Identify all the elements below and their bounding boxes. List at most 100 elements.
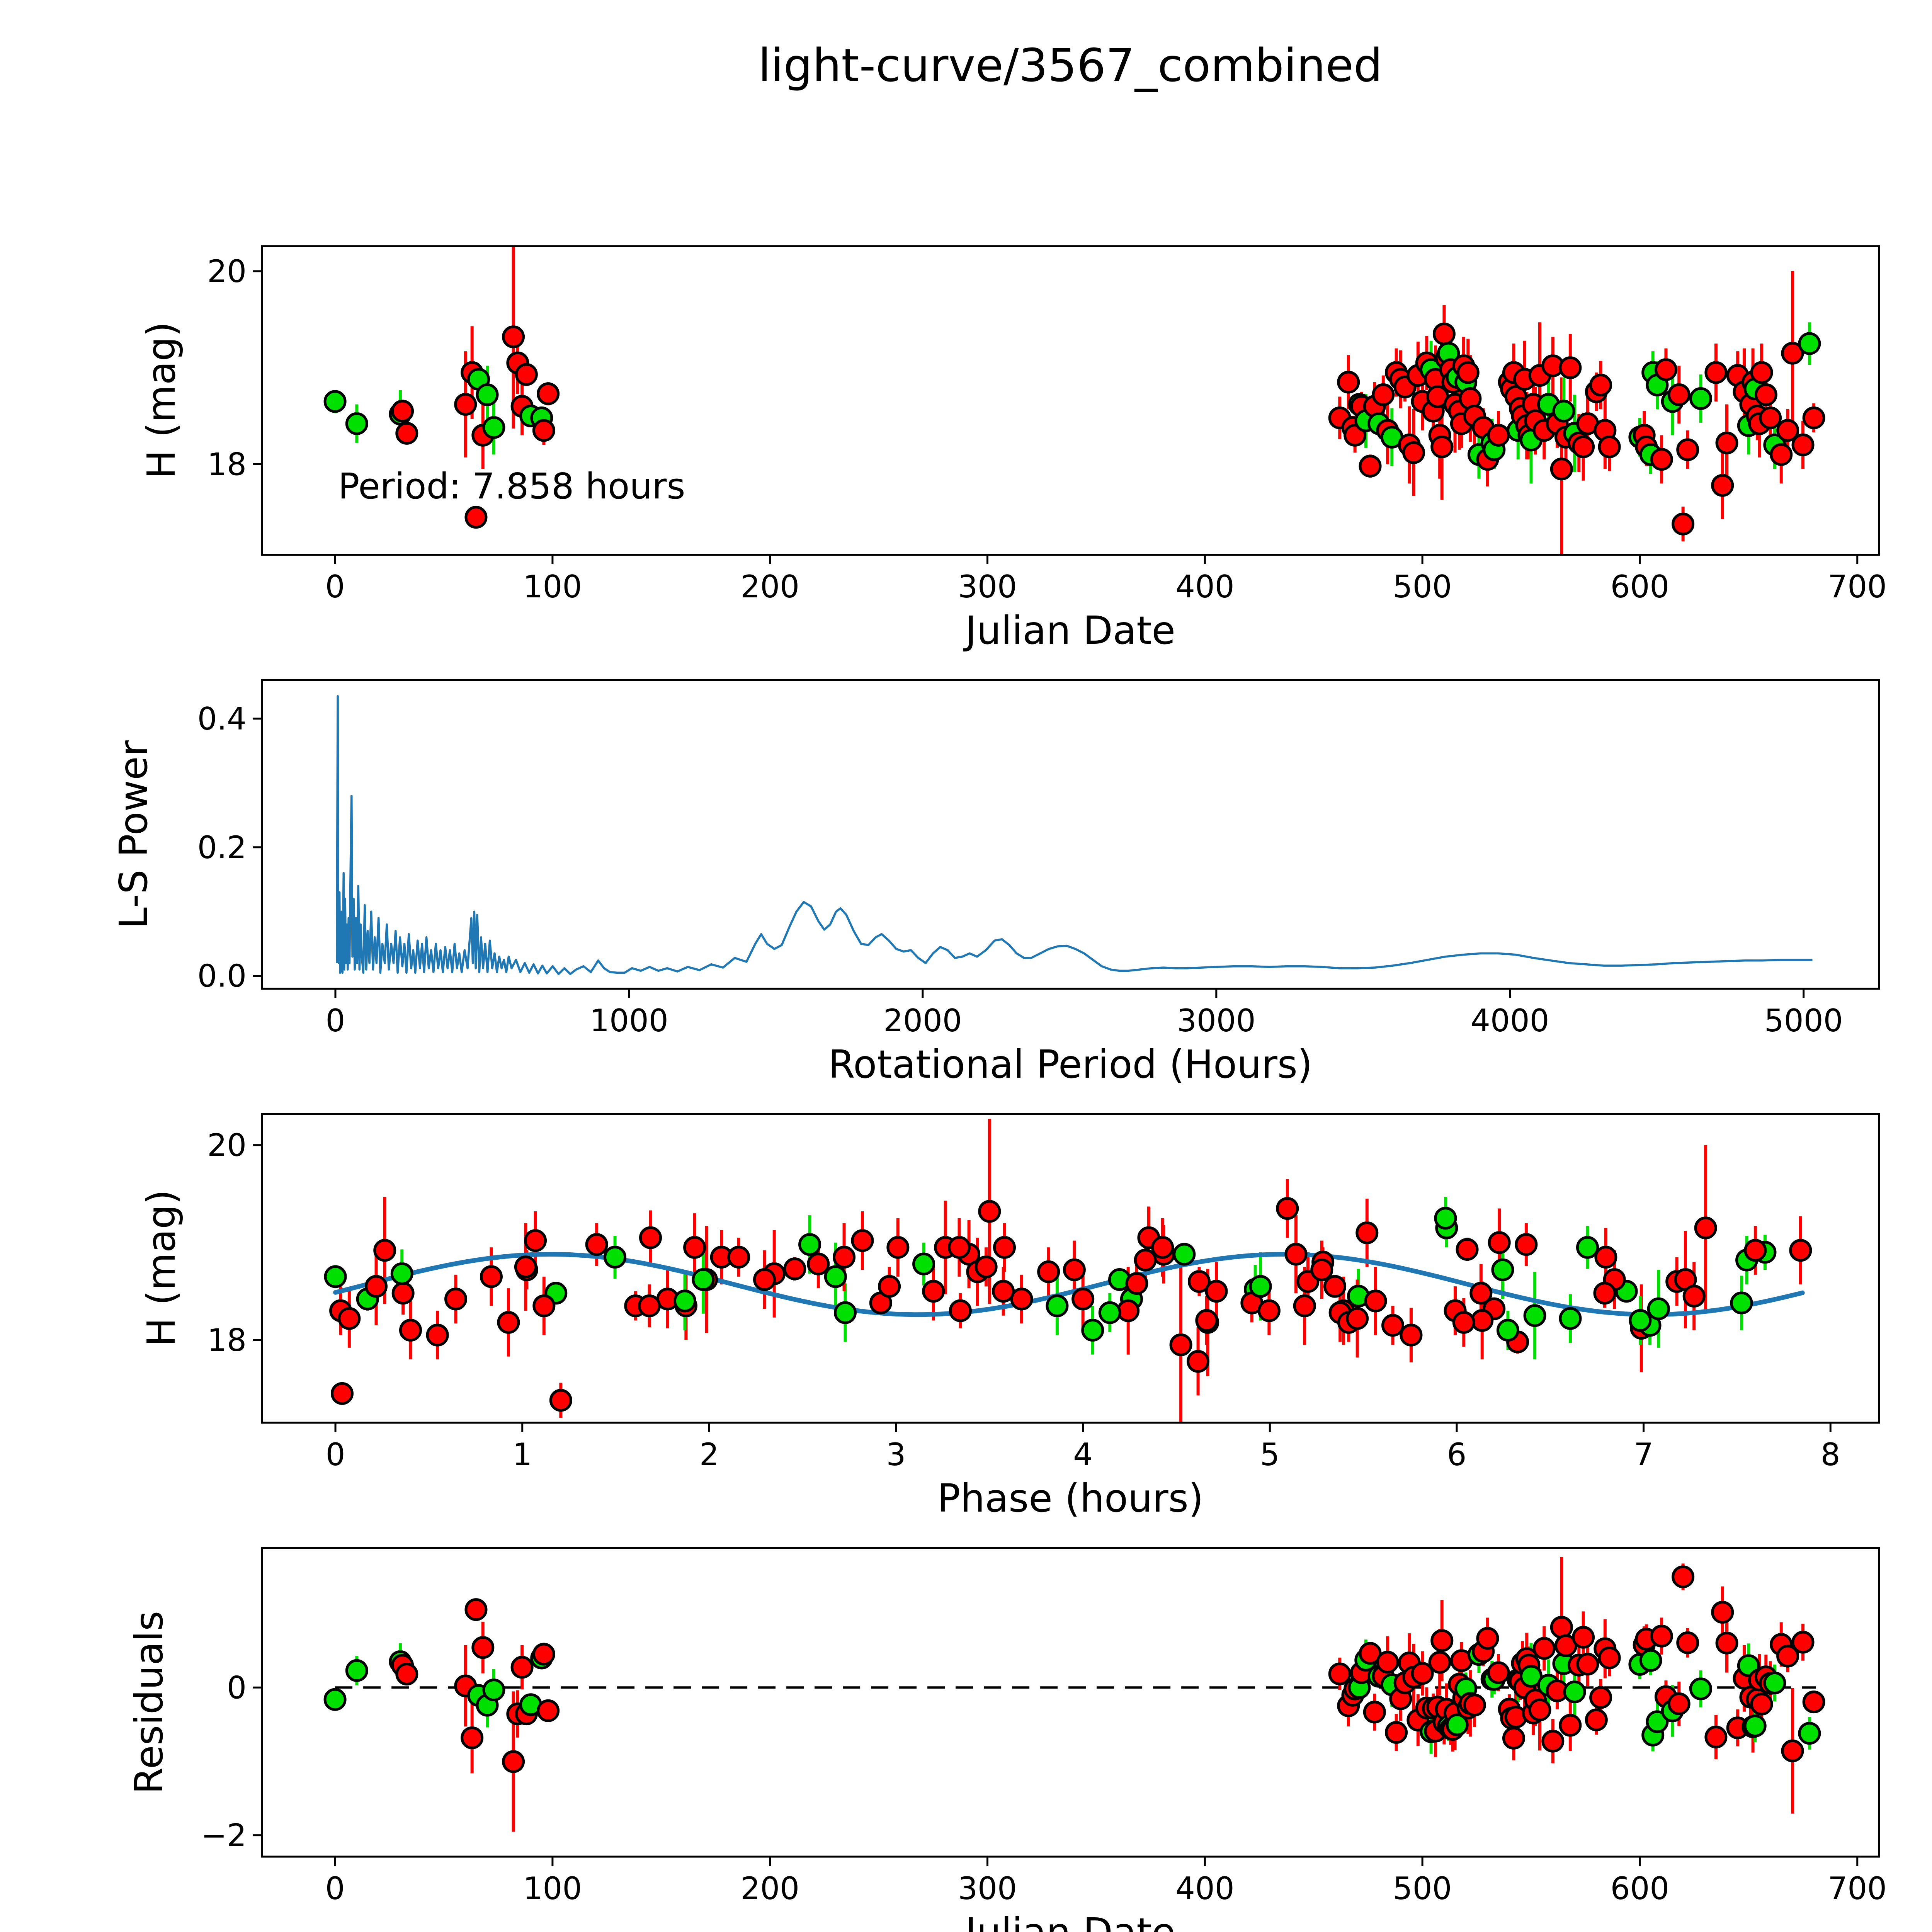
x-tick-label: 0 [325,569,345,605]
data-point-green [1689,1677,1713,1701]
data-point-red [1781,1739,1804,1762]
data-point-red [1169,1333,1192,1356]
data-point-red [471,1636,495,1659]
x-tick-label: 4000 [1471,1003,1549,1039]
lightcurve-ylabel: H (mag) [139,321,184,479]
data-point-green [1647,1297,1670,1320]
data-point-red [1488,1231,1511,1254]
data-point-red [464,1598,488,1621]
data-point-green [692,1268,715,1291]
data-point-red [1667,1692,1690,1715]
data-point-green [604,1246,627,1269]
data-point-red [1364,1289,1387,1313]
data-point-red [1589,1686,1612,1709]
data-point-red [1789,1239,1812,1262]
data-point-red [549,1389,572,1412]
data-point-red [1195,1309,1218,1332]
data-point-red [515,363,538,386]
residuals-xlabel: Julian Date [963,1910,1175,1932]
data-point-red [807,1252,830,1276]
data-point-green [1523,1304,1546,1327]
data-point-red [1672,512,1695,536]
data-point-green [1520,1665,1543,1688]
data-point-red [1134,1248,1157,1272]
data-point-green [1046,1294,1069,1318]
x-tick-label: 200 [740,569,799,605]
x-tick-label: 1000 [590,1003,668,1039]
data-point-red [524,1229,547,1252]
data-point-red [1704,1725,1728,1748]
data-point-red [514,1255,537,1279]
data-point-red [1037,1260,1060,1283]
data-point-red [454,393,477,416]
data-point-red [426,1323,449,1347]
data-point-green [833,1301,857,1324]
data-point-green [345,1659,368,1682]
x-tick-label: 400 [1175,569,1235,605]
data-point-green [1098,1301,1121,1324]
data-point-red [1759,406,1782,429]
data-point-red [1667,383,1690,406]
periodogram-line [336,695,1813,975]
data-point-red [395,1663,418,1686]
data-point-red [1452,1311,1475,1334]
y-tick-label: 0.0 [197,958,247,994]
panel-ph: 0 1 2 3 4 5 6 7 8 18 20 [207,1113,1880,1473]
x-tick-label: 2000 [883,1003,962,1039]
data-point-red [1672,1565,1695,1588]
data-point-green [1434,1207,1457,1230]
panel-content-pg [336,695,1813,975]
x-tick-label: 700 [1828,569,1887,605]
period-annotation: Period: 7.858 hours [338,466,685,507]
data-point-red [1187,1350,1210,1373]
data-point-red [1372,383,1395,406]
data-point-red [1654,358,1677,381]
data-point-red [1694,1216,1717,1240]
data-point-red [1487,423,1510,447]
panel-lc: 0 100 200 300 400 500 600 700 18 20 [207,245,1887,605]
data-point-red [1117,1299,1140,1322]
data-point-red [532,1643,555,1666]
data-point-red [1063,1258,1086,1281]
data-point-green [323,390,347,413]
data-point-green [1730,1291,1753,1315]
data-point-green [798,1233,821,1256]
data-point-red [1576,1653,1599,1676]
data-point-red [1476,1627,1499,1650]
data-point-red [1376,1651,1399,1674]
data-point-red [992,1280,1015,1303]
data-point-red [1704,361,1728,384]
x-tick-label: 6 [1447,1437,1467,1473]
data-point-red [1337,371,1360,394]
data-point-green [673,1289,696,1313]
data-point-red [1276,1197,1299,1220]
data-point-red [1585,1708,1608,1731]
data-point-red [1328,1662,1351,1685]
data-point-red [1187,1270,1211,1293]
data-point-red [1359,454,1382,478]
data-point-red [833,1246,856,1269]
data-point-red [1469,1282,1493,1305]
data-point-red [1355,1221,1379,1245]
data-point-red [922,1280,945,1303]
axes-spines [261,245,1880,556]
data-point-red [395,422,418,445]
data-point-red [444,1287,468,1311]
x-tick-label: 200 [740,1871,799,1906]
panel-re: 0 100 200 300 400 500 600 700 −2 0 [201,1547,1887,1906]
data-point-red [1770,443,1793,466]
data-point-red [1487,1661,1510,1684]
data-point-red [1310,1258,1333,1281]
data-point-green [390,1262,413,1285]
data-point-red [1430,1629,1454,1652]
data-point-green [482,416,505,439]
x-tick-label: 5000 [1764,1003,1843,1039]
data-point-green [824,1265,847,1288]
data-point-red [1750,361,1773,384]
data-point-red [783,1257,806,1281]
data-point-red [1559,356,1582,379]
axes-spines [261,1547,1880,1858]
y-tick-label: 18 [207,1322,247,1358]
